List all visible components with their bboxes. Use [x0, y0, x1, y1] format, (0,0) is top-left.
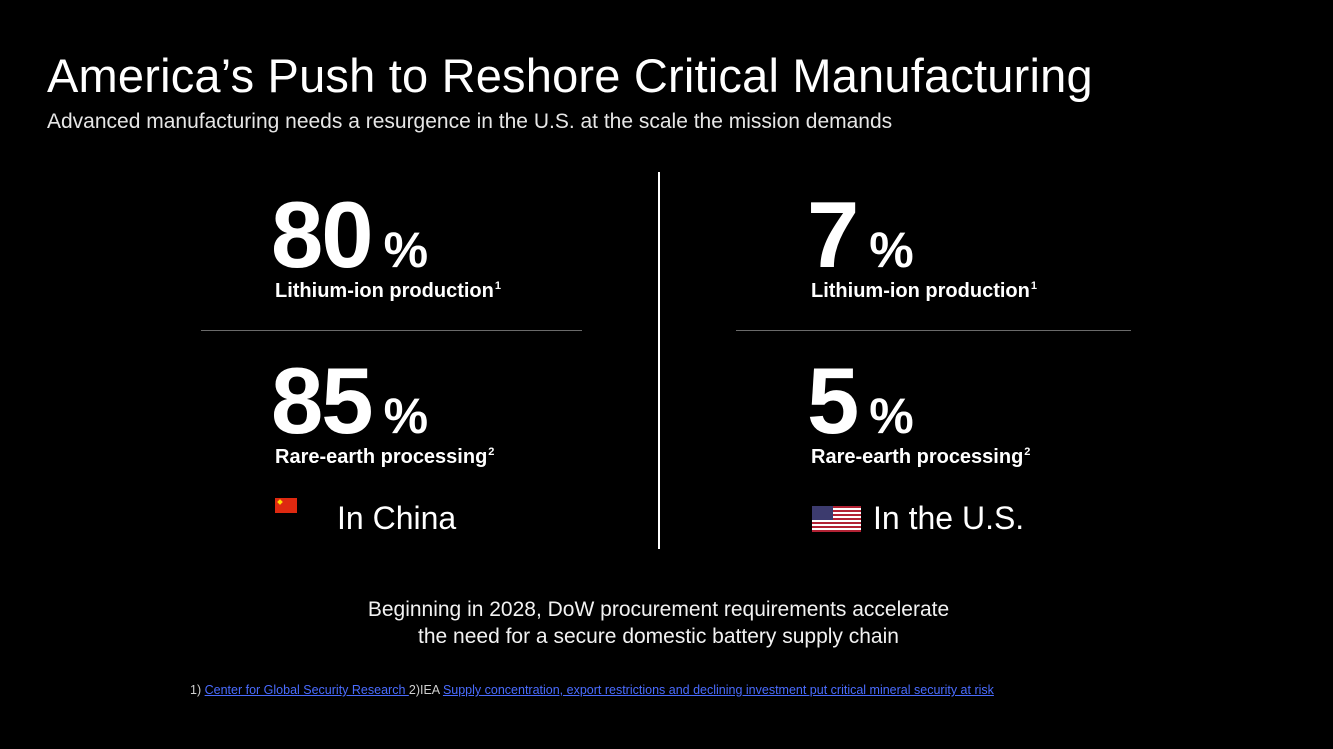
page-subtitle: Advanced manufacturing needs a resurgenc… — [47, 110, 893, 133]
stat-unit: % — [383, 388, 429, 444]
footnote-1-link[interactable]: Center for Global Security Research — [204, 683, 409, 697]
china-region-label: In China — [337, 500, 457, 536]
summary-line-2: the need for a secure domestic battery s… — [418, 625, 899, 648]
footnote-ref: 1 — [494, 280, 501, 292]
footnotes: 1) Center for Global Security Research 2… — [190, 683, 994, 697]
stat-label: Lithium-ion production1 — [275, 280, 501, 302]
us-flag-icon — [812, 506, 861, 532]
us-rare-earth-stat: 5% Rare-earth processing2 — [807, 354, 1030, 469]
stat-value: 5 — [807, 348, 859, 453]
page-title: America’s Push to Reshore Critical Manuf… — [47, 49, 1093, 102]
us-lithium-stat: 7% Lithium-ion production1 — [807, 188, 1037, 303]
footnote-ref: 1 — [1030, 280, 1037, 292]
summary-statement: Beginning in 2028, DoW procurement requi… — [0, 596, 1317, 650]
footnote-ref: 2 — [1024, 446, 1031, 458]
stat-value: 80 — [271, 182, 374, 287]
china-flag-icon — [275, 498, 297, 513]
us-region-label: In the U.S. — [873, 500, 1025, 536]
stat-label: Rare-earth processing2 — [811, 446, 1031, 468]
stat-unit: % — [383, 222, 429, 278]
china-rare-earth-stat: 85% Rare-earth processing2 — [271, 354, 494, 469]
divider-right — [736, 330, 1131, 331]
stat-value: 85 — [271, 348, 374, 453]
vertical-divider — [658, 172, 660, 549]
stat-value: 7 — [807, 182, 859, 287]
stat-label: Rare-earth processing2 — [275, 446, 495, 468]
footnote-2-prefix: 2)IEA — [408, 683, 440, 697]
footnote-ref: 2 — [488, 446, 495, 458]
footnote-2-link[interactable]: Supply concentration, export restriction… — [442, 683, 994, 697]
stat-unit: % — [869, 388, 914, 444]
summary-line-1: Beginning in 2028, DoW procurement requi… — [367, 598, 950, 621]
stat-label: Lithium-ion production1 — [811, 280, 1037, 302]
divider-left — [201, 330, 582, 331]
china-lithium-stat: 80% Lithium-ion production1 — [271, 188, 501, 303]
footnote-1-prefix: 1) — [190, 683, 202, 697]
stat-unit: % — [869, 222, 914, 278]
